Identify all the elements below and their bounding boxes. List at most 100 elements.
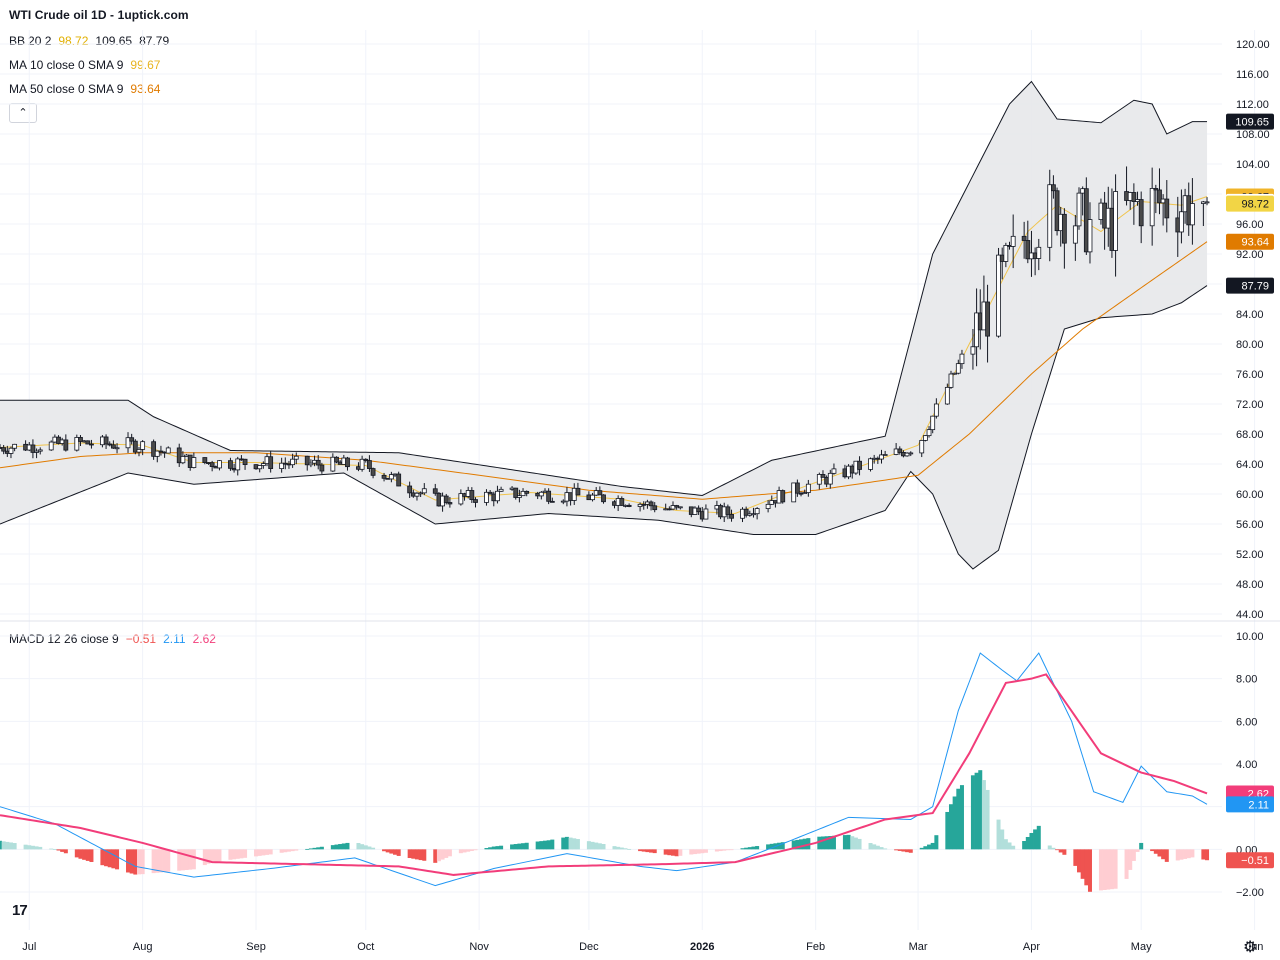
legend-ma50[interactable]: MA 50 close 0 SMA 9 93.64 [9,82,160,96]
histogram-bar [52,849,57,850]
candle-body [151,441,157,457]
histogram-bar [755,846,760,850]
histogram-bar [268,849,273,855]
candle-body [473,499,478,503]
price-tag-label: 87.79 [1241,281,1269,293]
candle-body [926,429,932,437]
candle-body [396,473,402,487]
histogram-bar [1201,849,1206,860]
histogram-bar [385,849,390,853]
histogram-bar [1186,849,1191,859]
histogram-bar [363,845,368,850]
candle-body [388,474,394,480]
candle-body [176,447,182,464]
histogram-bar [766,844,771,850]
candle-body [85,440,91,445]
candle-body [794,482,800,494]
candle-body [268,456,274,469]
histogram-bar [802,838,807,850]
histogram-bar [1128,849,1133,870]
histogram-bar [166,849,171,872]
histogram-bar [824,836,829,850]
histogram-bar [89,849,94,862]
candle-body [765,503,771,509]
histogram-bar [334,844,339,850]
histogram-bar [744,847,749,850]
candle-body [345,457,350,468]
candle-body [293,455,299,460]
histogram-bar [407,849,412,859]
candle-body [805,483,811,493]
candle-body [516,495,522,498]
histogram-bar [616,846,621,850]
histogram-bar [645,849,650,853]
histogram-bar [341,843,346,850]
histogram-bar [897,849,902,851]
candle-body [590,494,595,501]
macd-tag-label: −0.51 [1241,855,1269,867]
time-axis-label: Mar [909,941,928,953]
histogram-bar [1190,849,1195,858]
histogram-bar [718,849,723,852]
histogram-bar [345,842,350,850]
candle-body [513,487,519,498]
candle-body [546,490,552,502]
candle-body [1010,235,1016,247]
candle-body [1072,225,1078,244]
histogram-bar [360,844,365,850]
histogram-bar [594,842,599,850]
histogram-bar [129,849,134,874]
candle-body [421,488,427,494]
histogram-bar [590,841,595,850]
candle-body [922,435,928,441]
histogram-bar [1011,845,1016,850]
histogram-bar [1153,849,1158,854]
histogram-bar [1000,829,1005,850]
candle-body [952,372,958,375]
histogram-bar [82,849,87,860]
legend-ma10[interactable]: MA 10 close 0 SMA 9 99.67 [9,58,160,72]
histogram-bar [104,849,109,867]
histogram-bar [831,835,836,850]
histogram-bar [974,772,979,850]
candle-body [407,485,413,494]
histogram-bar [1080,849,1085,879]
candle-body [370,468,376,476]
histogram-bar [1131,849,1136,861]
candle-body [304,455,310,466]
histogram-bar [495,846,500,850]
histogram-bar [111,849,116,869]
histogram-bar [572,838,577,850]
price-axis-label: 52.00 [1236,549,1264,561]
time-axis-label: Jul [22,941,36,953]
histogram-bar [371,847,376,850]
histogram-bar [970,775,975,850]
time-axis-label: Jun [1246,941,1264,953]
histogram-bar [747,847,752,850]
histogram-bar [714,849,719,852]
histogram-bar [1087,849,1092,892]
price-axis-label: 108.00 [1236,129,1270,141]
gear-icon[interactable]: ⚙ [1243,939,1258,956]
histogram-bar [27,845,32,850]
price-axis-label: 84.00 [1236,309,1264,321]
histogram-bar [1,841,6,850]
price-axis-label: 44.00 [1236,609,1264,621]
histogram-bar [894,849,899,851]
histogram-bar [1113,849,1118,889]
candle-body [897,448,903,453]
histogram-bar [23,844,28,850]
histogram-bar [722,849,727,851]
histogram-bar [100,849,105,866]
histogram-bar [674,849,679,857]
histogram-bar [952,796,957,850]
candle-body [279,462,285,469]
macd-axis-label: 4.00 [1236,759,1257,771]
histogram-bar [133,849,138,875]
candle-body [89,443,94,446]
histogram-bar [985,789,990,850]
histogram-bar [191,849,196,870]
histogram-bar [1124,849,1129,879]
histogram-bar [575,839,580,850]
